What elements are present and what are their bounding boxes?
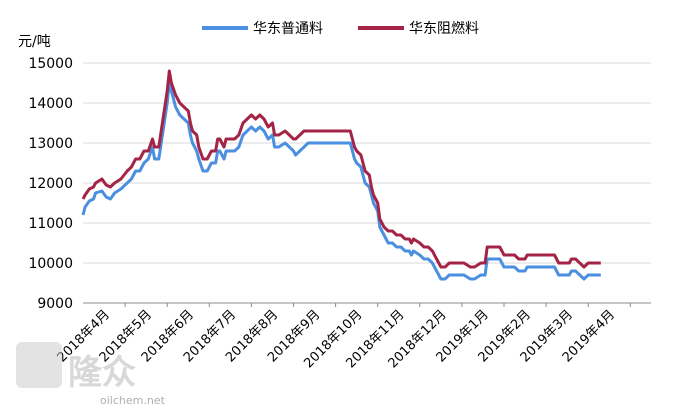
y-tick-label: 10000 [28, 256, 73, 272]
y-axis: 15000 14000 13000 12000 11000 10000 9000 [28, 56, 73, 312]
y-tick-label: 11000 [28, 216, 73, 232]
series-lines [81, 69, 601, 281]
unit-label: 元/吨 [18, 34, 51, 50]
series-line-1 [81, 69, 601, 269]
legend: 华东普通料 华东阻燃料 [202, 20, 479, 37]
y-tick-label: 9000 [37, 296, 73, 312]
y-tick-label: 15000 [28, 56, 73, 72]
y-tick-label: 14000 [28, 96, 73, 112]
watermark-logo-mark [16, 342, 62, 388]
x-axis: 2018年4月2018年5月2018年6月2018年7月2018年8月2018年… [55, 302, 651, 371]
y-tick-label: 12000 [28, 176, 73, 192]
series-line-0 [81, 81, 601, 281]
legend-label-series-1: 华东阻燃料 [409, 20, 479, 37]
y-tick-label: 13000 [28, 136, 73, 152]
watermark-url: oilchem.net [100, 394, 166, 407]
watermark: 隆众 oilchem.net [16, 342, 166, 407]
legend-label-series-0: 华东普通料 [253, 21, 323, 37]
watermark-brand: 隆众 [68, 353, 136, 393]
